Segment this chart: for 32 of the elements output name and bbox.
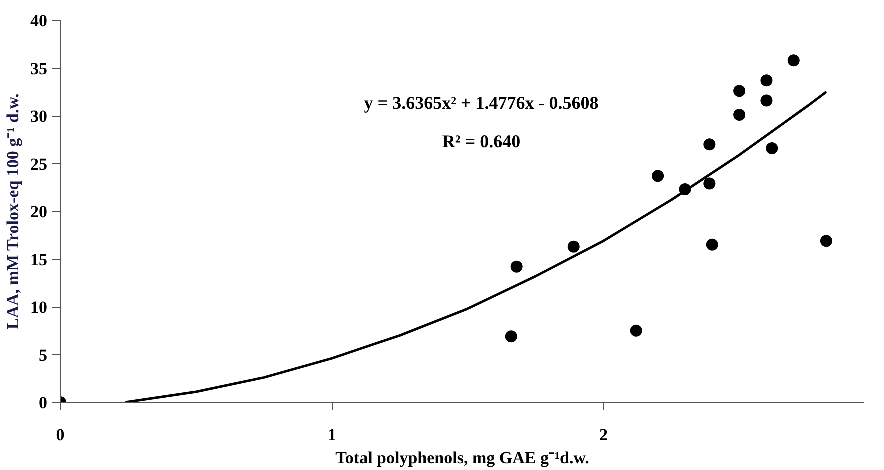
point: [734, 85, 746, 98]
y-tick-label: 30: [30, 107, 48, 126]
point: [630, 324, 642, 337]
point: [820, 235, 832, 248]
point: [766, 142, 778, 154]
annotation: R² = 0.640: [442, 131, 521, 152]
line-series: [124, 90, 828, 402]
point: [704, 178, 716, 190]
point: [652, 170, 664, 182]
x-tick-label: 2: [599, 426, 608, 444]
y-tick-label: 25: [30, 154, 48, 174]
x-tick-label: 1: [328, 426, 336, 444]
point: [505, 330, 518, 343]
point: [760, 74, 773, 87]
y-tick-label: 35: [30, 59, 48, 78]
y-axis-title: LAA, mM Trolox-eq 100 g⁻¹ d.w.: [4, 94, 22, 330]
y-tick-label: 10: [30, 298, 48, 317]
point: [510, 260, 523, 273]
point: [788, 54, 800, 67]
point: [568, 240, 580, 253]
x-tick-label: 0: [56, 426, 65, 444]
y-tick-label: 0: [39, 394, 48, 412]
point: [760, 94, 773, 107]
x-axis-title: Total polyphenols, mg GAE g⁻¹d.w.: [336, 448, 590, 468]
y-tick-label: 5: [39, 346, 48, 365]
y-tick-label: 40: [30, 12, 48, 30]
point: [704, 138, 716, 151]
annotation: y = 3.6365x² + 1.4776x - 0.5608: [364, 93, 599, 114]
y-tick-label: 20: [30, 202, 48, 222]
y-tick-label: 15: [30, 250, 48, 270]
point: [706, 238, 718, 251]
point: [734, 109, 746, 122]
